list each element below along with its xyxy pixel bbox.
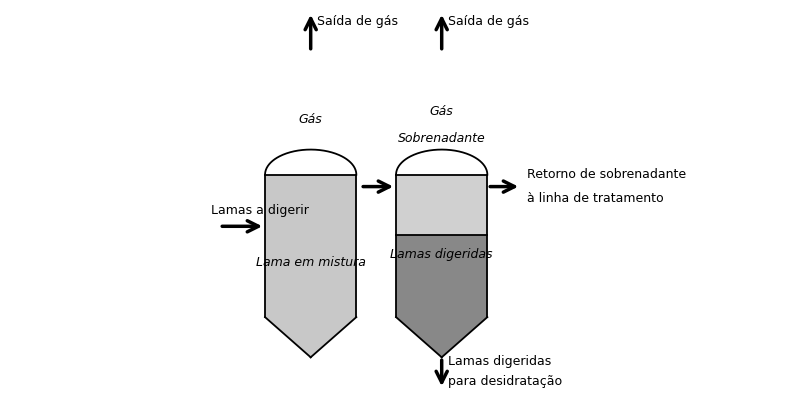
Polygon shape [396, 150, 487, 175]
Text: para desidratação: para desidratação [447, 375, 561, 387]
Text: Lamas digeridas: Lamas digeridas [390, 248, 492, 260]
Text: Gás: Gás [299, 113, 322, 125]
Text: Lamas digeridas: Lamas digeridas [447, 355, 550, 368]
Text: Retorno de sobrenadante: Retorno de sobrenadante [527, 168, 685, 181]
Text: Saída de gás: Saída de gás [316, 15, 397, 28]
Text: Gás: Gás [430, 105, 453, 118]
Polygon shape [265, 150, 356, 175]
Polygon shape [396, 235, 487, 357]
Text: Sobrenadante: Sobrenadante [397, 133, 485, 145]
Text: Lamas a digerir: Lamas a digerir [211, 204, 309, 217]
Text: Saída de gás: Saída de gás [447, 15, 528, 28]
Text: Lama em mistura: Lama em mistura [255, 256, 365, 268]
Polygon shape [396, 175, 487, 235]
Text: à linha de tratamento: à linha de tratamento [527, 192, 662, 205]
Polygon shape [265, 175, 356, 357]
